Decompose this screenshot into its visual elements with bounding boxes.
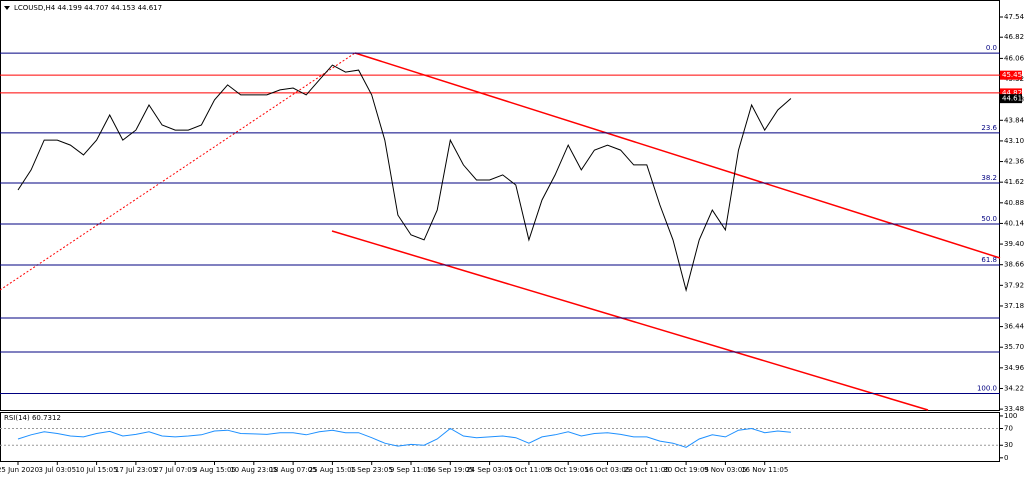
x-tick-label: 24 Sep 03:05 (466, 466, 513, 474)
price-box-label: 44.822 (1002, 89, 1024, 97)
x-tick-label: 16 Sep 19:05 (427, 466, 474, 474)
x-tick-label: 9 Nov 03:05 (704, 466, 747, 474)
x-tick-label: 3 Jul 03:05 (39, 466, 77, 474)
y-tick-label: 47.545 (1004, 13, 1024, 21)
x-tick-label: 27 Jul 07:05 (154, 466, 196, 474)
y-tick-label: 37.180 (1004, 302, 1024, 310)
x-tick-label: 16 Nov 11:05 (741, 466, 788, 474)
y-tick-label: 34.220 (1004, 384, 1024, 392)
current-price-box (1000, 94, 1022, 104)
y-tick-label: 43.840 (1004, 116, 1024, 124)
fib-label: 38.2 (981, 174, 997, 182)
fib-label: 100.0 (977, 384, 997, 392)
trend-line (0, 52, 356, 291)
price-line (17, 64, 792, 293)
x-tick-label: 23 Oct 11:05 (624, 466, 670, 474)
rsi-title: RSI(14) 60.7312 (4, 414, 61, 422)
current-price-label: 44.617 (1002, 95, 1024, 103)
x-tick-label: 1 Oct 11:05 (508, 466, 549, 474)
x-tick-label: 1 Sep 23:05 (351, 466, 393, 474)
y-tick-label: 33.480 (1004, 405, 1024, 413)
fib-label: 61.8 (981, 256, 997, 264)
x-tick-label: 16 Oct 03:05 (585, 466, 631, 474)
x-tick-label: 10 Jul 15:05 (76, 466, 118, 474)
y-tick-label: 46.060 (1004, 54, 1024, 62)
rsi-tick-label: 0 (1004, 454, 1008, 462)
x-tick-label: 3 Aug 15:05 (193, 466, 236, 474)
y-tick-label: 46.820 (1004, 33, 1024, 41)
rsi-frame (0, 412, 1000, 462)
y-tick-label: 38.660 (1004, 261, 1024, 269)
price-box (1000, 70, 1022, 80)
x-tick-label: 10 Aug 23:05 (230, 466, 277, 474)
channel-lower (331, 230, 929, 411)
price-box (1000, 88, 1022, 98)
x-tick-label: 25 Jun 2020 (0, 466, 39, 474)
x-tick-label: 30 Oct 19:05 (663, 466, 709, 474)
rsi-tick-label: 100 (1004, 412, 1017, 420)
y-tick-label: 34.960 (1004, 364, 1024, 372)
fib-label: 23.6 (981, 124, 997, 132)
fib-label: 0.0 (986, 44, 997, 52)
x-tick-label: 9 Sep 11:05 (390, 466, 432, 474)
x-tick-label: 17 Jul 23:05 (115, 466, 157, 474)
rsi-tick-label: 30 (1004, 441, 1013, 449)
price-box-label: 45.459 (1002, 71, 1024, 79)
fib-label: 50.0 (981, 215, 997, 223)
y-tick-label: 42.360 (1004, 158, 1024, 166)
y-tick-label: 41.620 (1004, 178, 1024, 186)
x-tick-label: 8 Oct 19:05 (548, 466, 589, 474)
y-tick-label: 43.100 (1004, 137, 1024, 145)
y-tick-label: 39.400 (1004, 240, 1024, 248)
x-tick-label: 25 Aug 15:05 (309, 466, 356, 474)
y-tick-label: 36.440 (1004, 323, 1024, 331)
y-tick-label: 40.140 (1004, 219, 1024, 227)
x-tick-label: 18 Aug 07:05 (269, 466, 316, 474)
y-tick-label: 37.920 (1004, 281, 1024, 289)
main-frame (0, 0, 1000, 411)
price-line (17, 427, 791, 448)
chart-title: LCOUSD,H4 44.199 44.707 44.153 44.617 (14, 4, 162, 12)
y-tick-label: 40.880 (1004, 199, 1024, 207)
y-tick-label: 35.700 (1004, 343, 1024, 351)
rsi-tick-label: 70 (1004, 424, 1013, 432)
menu-icon[interactable] (4, 6, 10, 10)
